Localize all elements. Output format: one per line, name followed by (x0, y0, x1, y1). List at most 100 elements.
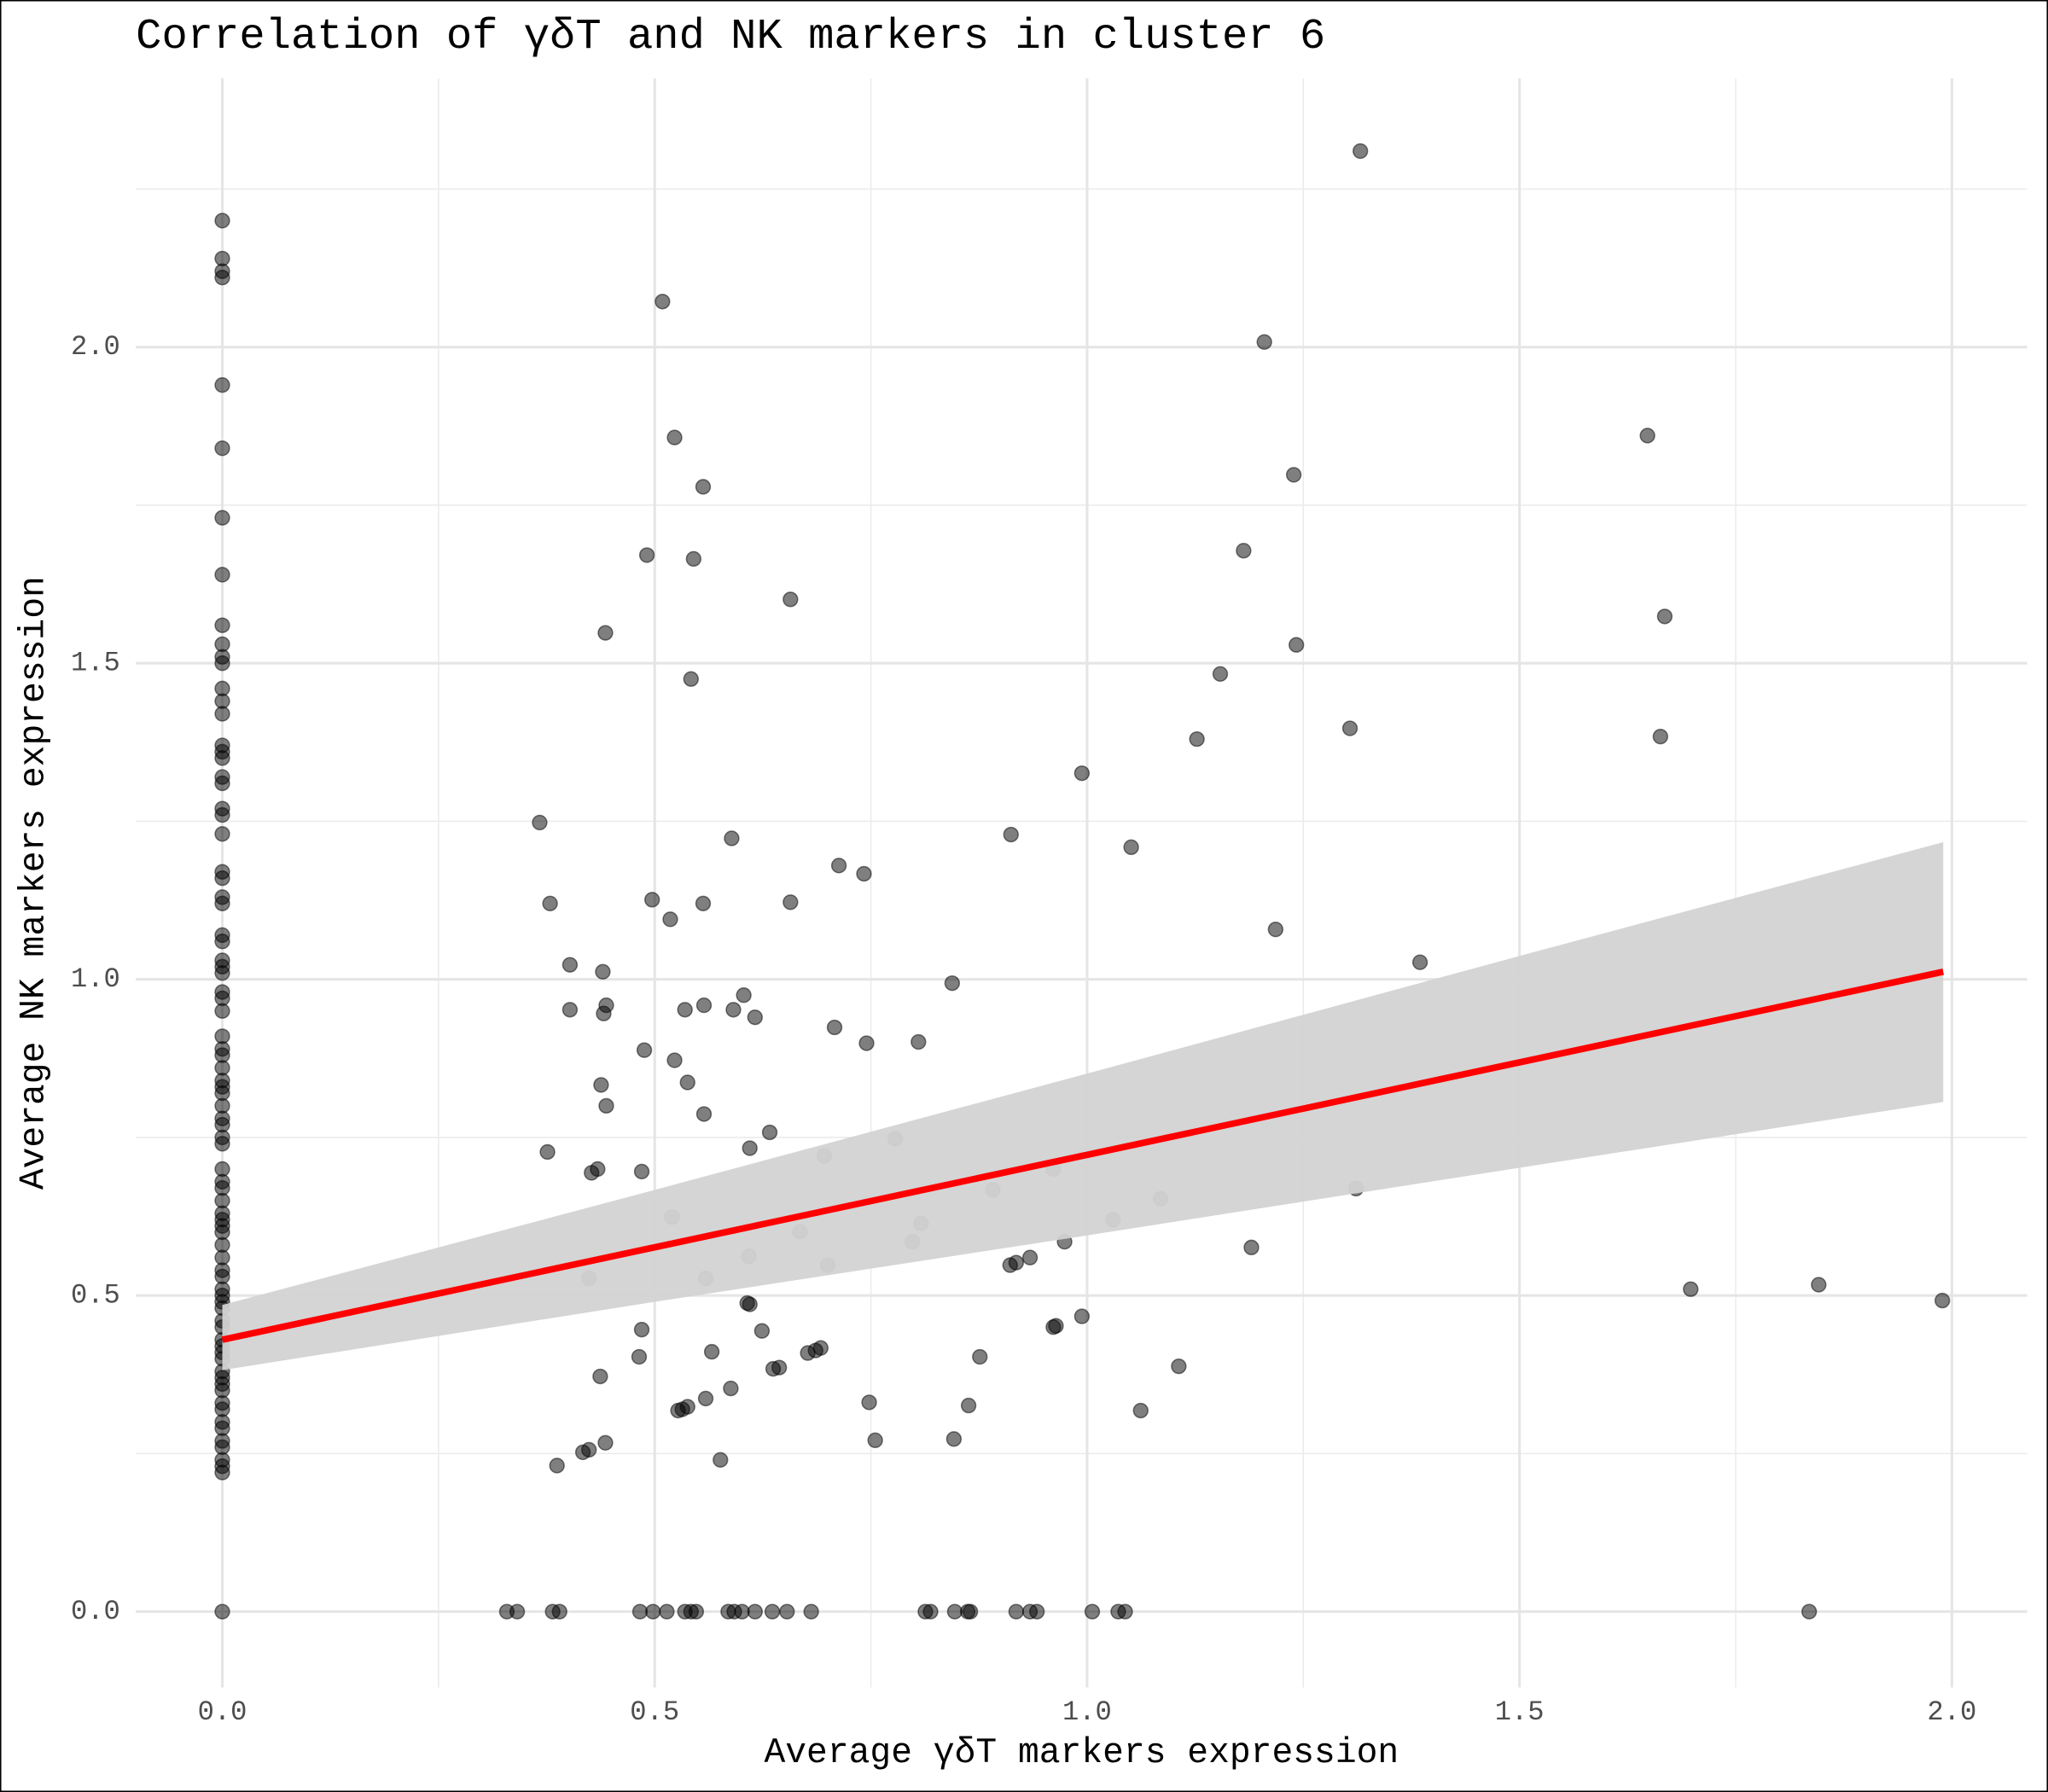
point (1341, 720, 1359, 736)
point (214, 1464, 230, 1481)
point (633, 1163, 650, 1180)
point (655, 294, 671, 310)
x-tick-label: 0.5 (630, 1696, 679, 1728)
point (1683, 1281, 1699, 1297)
point (214, 263, 230, 280)
y-tick-label: 1.5 (71, 648, 120, 679)
point (214, 1603, 230, 1620)
point (1117, 1603, 1133, 1620)
point (214, 895, 230, 911)
point (584, 1165, 600, 1181)
point (683, 671, 699, 687)
point (803, 1603, 819, 1620)
point (1811, 1277, 1827, 1293)
point (645, 1603, 661, 1620)
point (1021, 1249, 1039, 1265)
point (695, 895, 712, 911)
point (595, 963, 611, 980)
point (597, 1434, 614, 1451)
point (214, 567, 230, 583)
point (1171, 1358, 1187, 1375)
point (960, 1397, 977, 1414)
point (670, 1402, 686, 1419)
point (574, 1444, 591, 1461)
point (1267, 921, 1284, 938)
x-tick-label: 0.0 (198, 1696, 247, 1728)
point (1073, 1308, 1091, 1324)
point (214, 965, 230, 981)
point (783, 591, 799, 608)
point (214, 934, 230, 950)
point (638, 547, 655, 563)
point (659, 1603, 675, 1620)
point (633, 1321, 650, 1338)
point (1002, 1257, 1018, 1273)
point (723, 1380, 739, 1397)
point (214, 750, 230, 766)
point (826, 1019, 843, 1036)
point (214, 806, 230, 823)
point (703, 1343, 720, 1360)
point (830, 858, 847, 874)
point (922, 1603, 939, 1620)
point (593, 1077, 609, 1093)
point (636, 1042, 653, 1058)
point (214, 617, 230, 633)
point (598, 1097, 614, 1114)
point (945, 1431, 963, 1447)
point (677, 1002, 693, 1018)
point (697, 1390, 714, 1407)
point (944, 975, 961, 992)
point (666, 429, 683, 445)
x-tick-label: 2.0 (1927, 1696, 1976, 1728)
regression-line (221, 969, 1945, 1343)
point (1003, 826, 1019, 843)
point (972, 1348, 988, 1365)
point (1236, 543, 1252, 559)
point (962, 1603, 979, 1620)
point (214, 1136, 230, 1152)
point (1652, 728, 1669, 745)
point (1935, 1292, 1951, 1309)
point (214, 212, 230, 229)
point (1243, 1239, 1260, 1256)
point (214, 377, 230, 393)
point (592, 1368, 608, 1385)
point (856, 865, 872, 882)
point (549, 1457, 565, 1474)
point (509, 1603, 526, 1620)
point (644, 892, 660, 908)
point (1132, 1402, 1149, 1419)
point (1028, 1603, 1045, 1620)
point (695, 997, 713, 1014)
point (800, 1345, 816, 1361)
point (911, 1033, 927, 1050)
point (631, 1603, 649, 1620)
point (214, 655, 230, 672)
point (1256, 334, 1272, 350)
y-tick-label: 1.0 (71, 963, 120, 995)
point (214, 1003, 230, 1019)
point (753, 1323, 771, 1339)
point (542, 895, 558, 911)
point (1008, 1603, 1025, 1620)
point (631, 1348, 648, 1365)
point (695, 479, 712, 495)
grid (136, 78, 2028, 1688)
point (214, 706, 230, 722)
point (662, 911, 678, 928)
point (734, 1603, 750, 1620)
point (666, 1052, 683, 1068)
point (761, 1124, 778, 1141)
point (539, 1143, 556, 1161)
point (561, 1002, 579, 1018)
point (1801, 1603, 1818, 1620)
y-axis-label: Average NK markers expression (15, 576, 55, 1190)
point (779, 1603, 795, 1620)
point (1045, 1319, 1062, 1335)
point (861, 1394, 877, 1411)
x-axis-label: Average γδT markers expression (764, 1734, 1399, 1773)
point (695, 1106, 713, 1122)
